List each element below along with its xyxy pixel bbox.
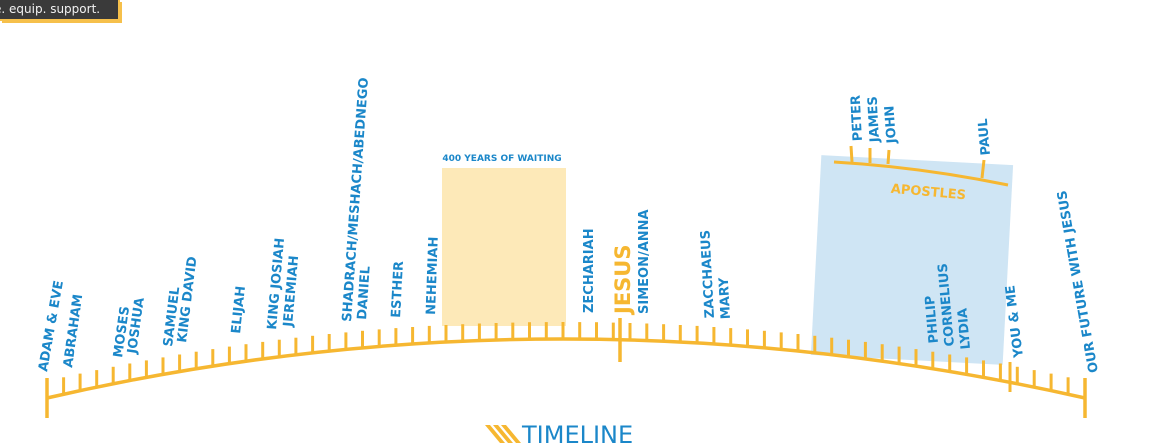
badge-text: e. equip. support. [0, 2, 101, 16]
apostle-tick [980, 159, 986, 179]
label-john: JOHN [882, 105, 900, 145]
label-you-me: YOU & ME [1003, 284, 1027, 359]
timeline-ticks [62, 322, 1070, 395]
label-zechariah: ZECHARIAH [582, 228, 597, 313]
apostle-tick [849, 145, 854, 163]
timeline-title-text: TIMELINE [521, 421, 633, 448]
label-zacchaeus: ZACCHAEUS [698, 230, 718, 319]
apostles-panel [810, 155, 1014, 365]
waiting-panel [442, 168, 566, 326]
label-esther: ESTHER [389, 261, 407, 319]
label-joshua: JOSHUA [125, 297, 148, 356]
timeline-title: TIMELINE [485, 421, 633, 448]
top-left-badge: e. equip. support. [0, 0, 121, 21]
label-abraham: ABRAHAM [61, 293, 86, 368]
apostles-bar [833, 160, 1009, 187]
label-philip: PHILIP [923, 295, 942, 344]
label-paul: PAUL [976, 118, 994, 156]
waiting-panel-label: 400 YEARS OF WAITING [442, 154, 561, 164]
label-lydia: LYDIA [955, 307, 974, 350]
label-simeon-anna: SIMEON/ANNA [637, 209, 652, 314]
label-james: JAMES [866, 96, 883, 144]
label-peter: PETER [849, 95, 866, 142]
apostles-label: APOSTLES [890, 182, 966, 204]
label-nehemiah: NEHEMIAH [424, 236, 442, 315]
label-cornelius: CORNELIUS [936, 263, 958, 347]
label-jesus: JESUS [611, 245, 635, 316]
label-mary: MARY [717, 277, 734, 320]
label-daniel: DANIEL [355, 266, 374, 321]
apostle-tick [886, 149, 891, 165]
label-jeremiah: JEREMIAH [281, 255, 302, 328]
label-samuel: SAMUEL [161, 286, 183, 347]
label-elijah: ELIJAH [229, 285, 249, 334]
label-future: OUR FUTURE WITH JESUS [1055, 189, 1102, 374]
stripes-icon [485, 425, 521, 443]
label-moses: MOSES [111, 305, 133, 358]
